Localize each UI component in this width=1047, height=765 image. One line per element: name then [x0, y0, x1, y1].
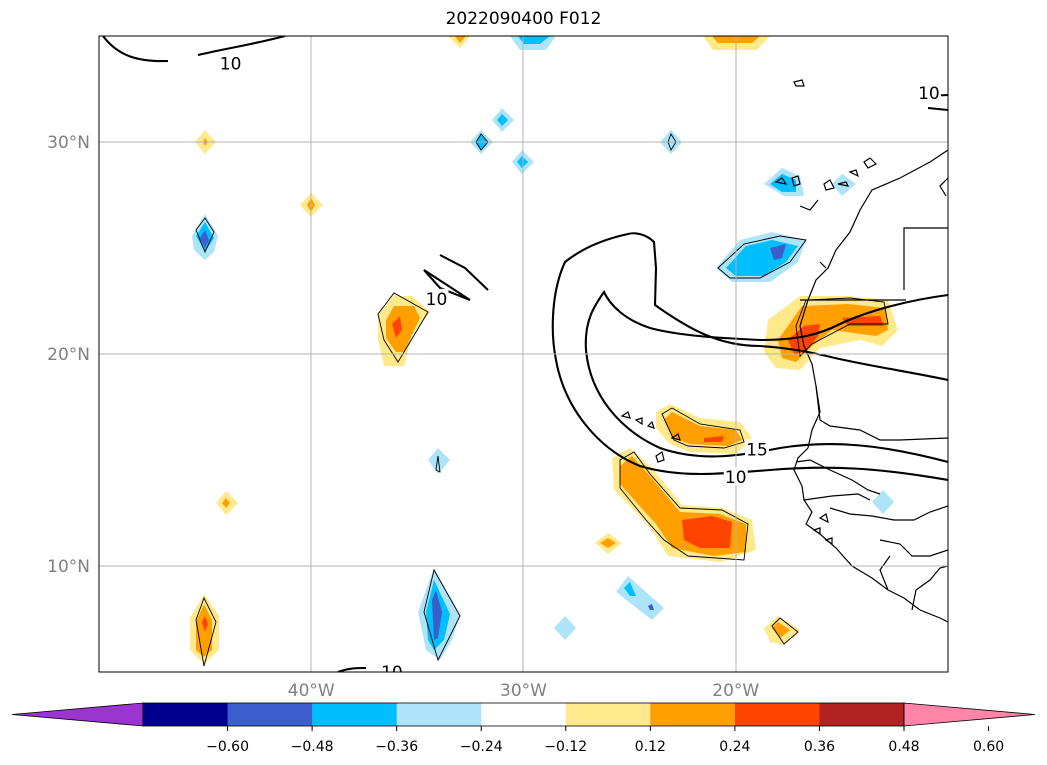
colorbar-tick-label: 0.12: [635, 739, 666, 755]
contour-line: [337, 666, 367, 672]
colorbar-tick-label: 0.60: [973, 739, 1004, 755]
colorbar-extend-low: [11, 702, 144, 727]
anomaly-outline: [423, 568, 461, 662]
cape-verde-islands: [620, 411, 681, 463]
lon-tick-label: 30°W: [500, 681, 547, 701]
anomaly-outlines: [195, 132, 889, 667]
africa-coastline: [793, 149, 948, 623]
anomaly-halo-negative: [554, 616, 576, 640]
anomaly-outline: [435, 455, 441, 473]
canary-islands-west: [774, 175, 850, 191]
colorbar-bin: [312, 703, 398, 726]
contour-label: 10: [381, 663, 403, 683]
anomaly-peak-negative: [648, 604, 654, 610]
lat-tick-label: 20°N: [47, 345, 90, 365]
anomaly-outline: [771, 617, 799, 645]
canary-islands: [848, 157, 878, 178]
colorbar-tick-label: 0.36: [804, 739, 835, 755]
country-borders: [795, 177, 948, 611]
colorbar-bin: [481, 703, 567, 726]
colorbar-tick-label: −0.36: [375, 739, 418, 755]
anomaly-peak: [392, 316, 402, 338]
lat-tick-label: 30°N: [47, 133, 90, 153]
anomaly-outline: [619, 451, 749, 561]
anomaly-core: [772, 622, 790, 638]
colorbar: −0.60 −0.48 −0.36 −0.24 −0.12 0.12 0.24 0.36 0.4…: [11, 702, 1036, 755]
colorbar-tick-label: −0.60: [206, 739, 249, 755]
colorbar-tick-label: −0.12: [544, 739, 587, 755]
anomaly-outline: [195, 596, 217, 667]
madeira-island: [793, 79, 805, 87]
anomaly-core-negative: [624, 582, 636, 596]
anomaly-core-negative: [497, 114, 508, 126]
colorbar-bin: [396, 703, 482, 726]
anomaly-halo-negative: [872, 490, 894, 514]
colorbar-tick-label: 0.24: [719, 739, 750, 755]
shaded-anomalies: [190, 36, 898, 664]
map-area: 10 10 10 15 10 10: [99, 36, 948, 683]
anomaly-peak: [682, 516, 732, 548]
map-frame: [98, 35, 949, 673]
contour-label-background: [379, 662, 404, 672]
colorbar-bin: [819, 703, 905, 726]
lat-tick-label: 10°N: [47, 557, 90, 577]
contour-label: 10: [220, 55, 242, 75]
latitude-labels: 30°N 20°N 10°N: [47, 133, 90, 577]
anomaly-outline: [377, 292, 429, 363]
colorbar-bin: [565, 703, 651, 726]
anomaly-peak: [704, 436, 724, 442]
contour-label: 10: [426, 290, 448, 310]
longitude-labels: 40°W 30°W 20°W: [288, 681, 760, 701]
anomaly-core: [600, 538, 616, 548]
contour-line: [102, 36, 286, 63]
coastlines: [620, 79, 948, 623]
contour-line: [423, 254, 489, 301]
bijagos-islands: [812, 513, 833, 546]
anomaly-halo: [448, 36, 470, 48]
anomaly-outline: [195, 217, 215, 254]
lon-tick-label: 20°W: [712, 681, 759, 701]
contour-label: 10: [918, 84, 940, 104]
colorbar-frame: [142, 702, 905, 727]
contour-label: 15: [746, 440, 768, 460]
anomaly-core: [386, 306, 420, 352]
anomaly-core: [455, 36, 466, 43]
contour-label-background: [916, 83, 941, 102]
anomaly-peak-negative: [770, 244, 786, 260]
anomaly-core-negative: [518, 36, 550, 44]
contour-line-15: [584, 289, 948, 464]
lon-tick-label: 40°W: [288, 681, 335, 701]
colorbar-bin: [650, 703, 736, 726]
anomaly-peak-negative: [432, 590, 442, 640]
contour-label-background: [744, 439, 769, 458]
colorbar-tick-label: −0.24: [460, 739, 503, 755]
anomaly-outline: [717, 235, 807, 279]
map-title: 2022090400 F012: [445, 9, 602, 29]
coast-detail: [799, 199, 827, 269]
colorbar-tick-label: −0.48: [291, 739, 334, 755]
contour-labels: 10 10 10 15 10 10: [218, 53, 941, 683]
colorbar-bin: [734, 703, 820, 726]
anomaly-core: [222, 498, 230, 508]
anomaly-peak: [202, 616, 208, 632]
contour-label-background: [424, 288, 449, 307]
colorbar-bin: [227, 703, 313, 726]
anomaly-peak-negative: [200, 230, 209, 248]
anomaly-outline: [661, 407, 745, 449]
colorbar-bin: [143, 703, 229, 726]
contour-label-background: [723, 466, 748, 485]
anomaly-peak: [788, 324, 820, 354]
gridlines: [99, 36, 948, 672]
colorbar-tick-label: 0.48: [888, 739, 919, 755]
colorbar-extend-high: [903, 702, 1036, 727]
contour-label: 10: [725, 468, 747, 488]
contour-label-background: [218, 53, 243, 72]
